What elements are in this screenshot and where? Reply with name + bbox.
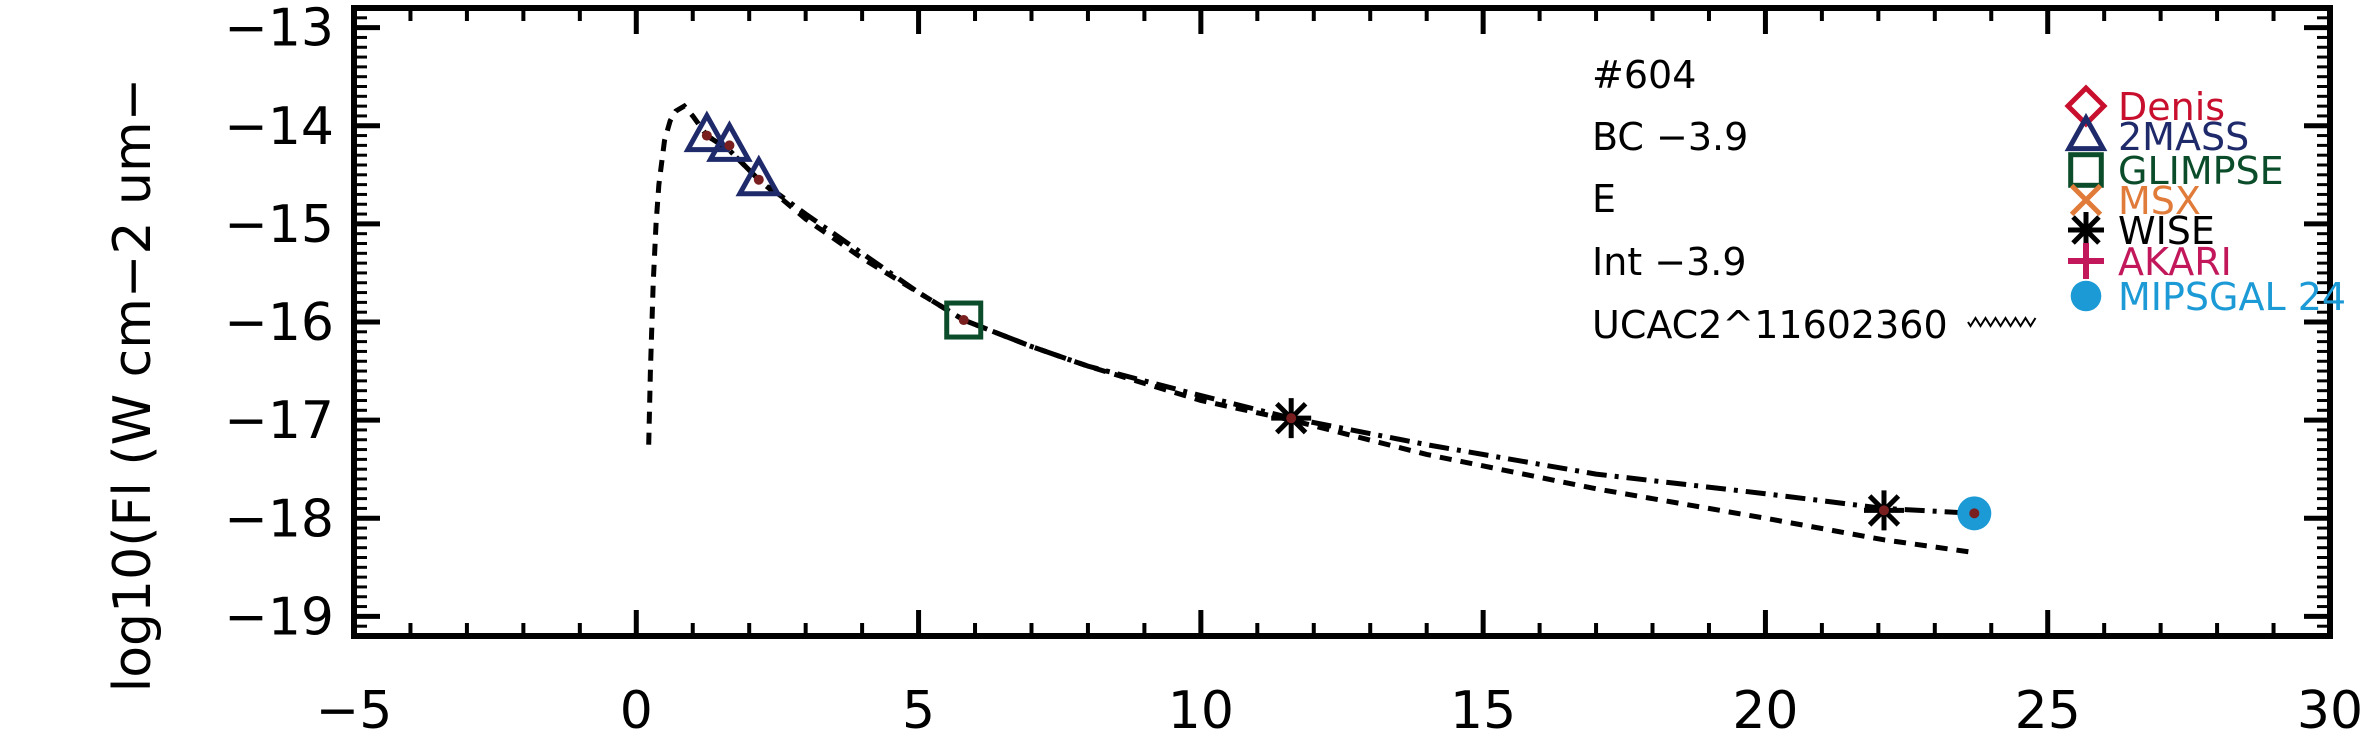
- y-tick-label: −15: [224, 195, 334, 255]
- model-curve-dashdot: [705, 133, 1975, 516]
- fit-point: [724, 140, 735, 151]
- legend-marker-2mass: [2064, 112, 2108, 152]
- legend-marker-mipsgal-24: [2070, 280, 2102, 312]
- legend-label: GLIMPSE: [2118, 149, 2284, 193]
- y-tick-label: −16: [224, 293, 334, 353]
- fit-point: [753, 174, 764, 185]
- legend-marker-akari: [2068, 243, 2104, 279]
- legend-marker-denis: [2064, 84, 2108, 128]
- x-tick-label: 20: [1732, 681, 1798, 741]
- y-tick-label: −18: [224, 489, 334, 549]
- legend-label: WISE: [2118, 209, 2215, 253]
- legend-label: AKARI: [2118, 240, 2232, 284]
- data-point-2mass: [735, 154, 783, 197]
- y-tick-label: −13: [224, 0, 334, 59]
- fit-point: [958, 315, 969, 326]
- fit-point: [1878, 505, 1889, 516]
- legend-marker-glimpse: [2068, 152, 2104, 188]
- data-point-2mass: [683, 110, 731, 153]
- legend-label: 2MASS: [2118, 115, 2249, 159]
- y-tick-label: −14: [224, 97, 334, 157]
- legend-marker-wise: [2068, 212, 2104, 248]
- wavy-decoration: [1967, 316, 2037, 328]
- x-tick-label: 10: [1168, 681, 1234, 741]
- annotation-line: E: [1592, 177, 1616, 221]
- x-tick-label: −5: [316, 681, 393, 741]
- x-tick-label: 15: [1450, 681, 1516, 741]
- data-point-glimpse: [944, 300, 984, 340]
- annotation-line: BC −3.9: [1592, 115, 1748, 159]
- x-tick-label: 0: [620, 681, 653, 741]
- annotation-line: UCAC2^11602360: [1592, 303, 1948, 347]
- y-axis-label: log10(Fl (W cm−2 um−: [103, 78, 163, 692]
- y-tick-label: −17: [224, 391, 334, 451]
- legend-label: MSX: [2118, 179, 2201, 223]
- annotations: #604 BC −3.9 E Int −3.9 UCAC2^11602360: [1592, 53, 2037, 347]
- model-curves: [646, 102, 1975, 556]
- annotation-line: #604: [1592, 53, 1696, 97]
- data-point-2mass: [706, 120, 753, 162]
- x-tick-label: 5: [902, 681, 935, 741]
- legend-label: Denis: [2118, 85, 2225, 129]
- legend-label: MIPSGAL 24: [2118, 275, 2346, 319]
- fit-point: [1969, 508, 1980, 519]
- fit-point: [1286, 413, 1297, 424]
- x-tick-label: 30: [2297, 681, 2361, 741]
- annotation-line: Int −3.9: [1592, 240, 1747, 284]
- fit-point: [701, 130, 712, 141]
- axes: −5 0 5 10 15 20 25 30 −13 −14 −15 −16 −17 −18 −19: [224, 0, 2361, 741]
- data-points: [683, 110, 1992, 531]
- model-curve-dashed: [646, 102, 1975, 556]
- x-tick-label: 25: [2015, 681, 2081, 741]
- legend-marker-msx: [2069, 183, 2103, 217]
- y-tick-label: −19: [224, 587, 334, 647]
